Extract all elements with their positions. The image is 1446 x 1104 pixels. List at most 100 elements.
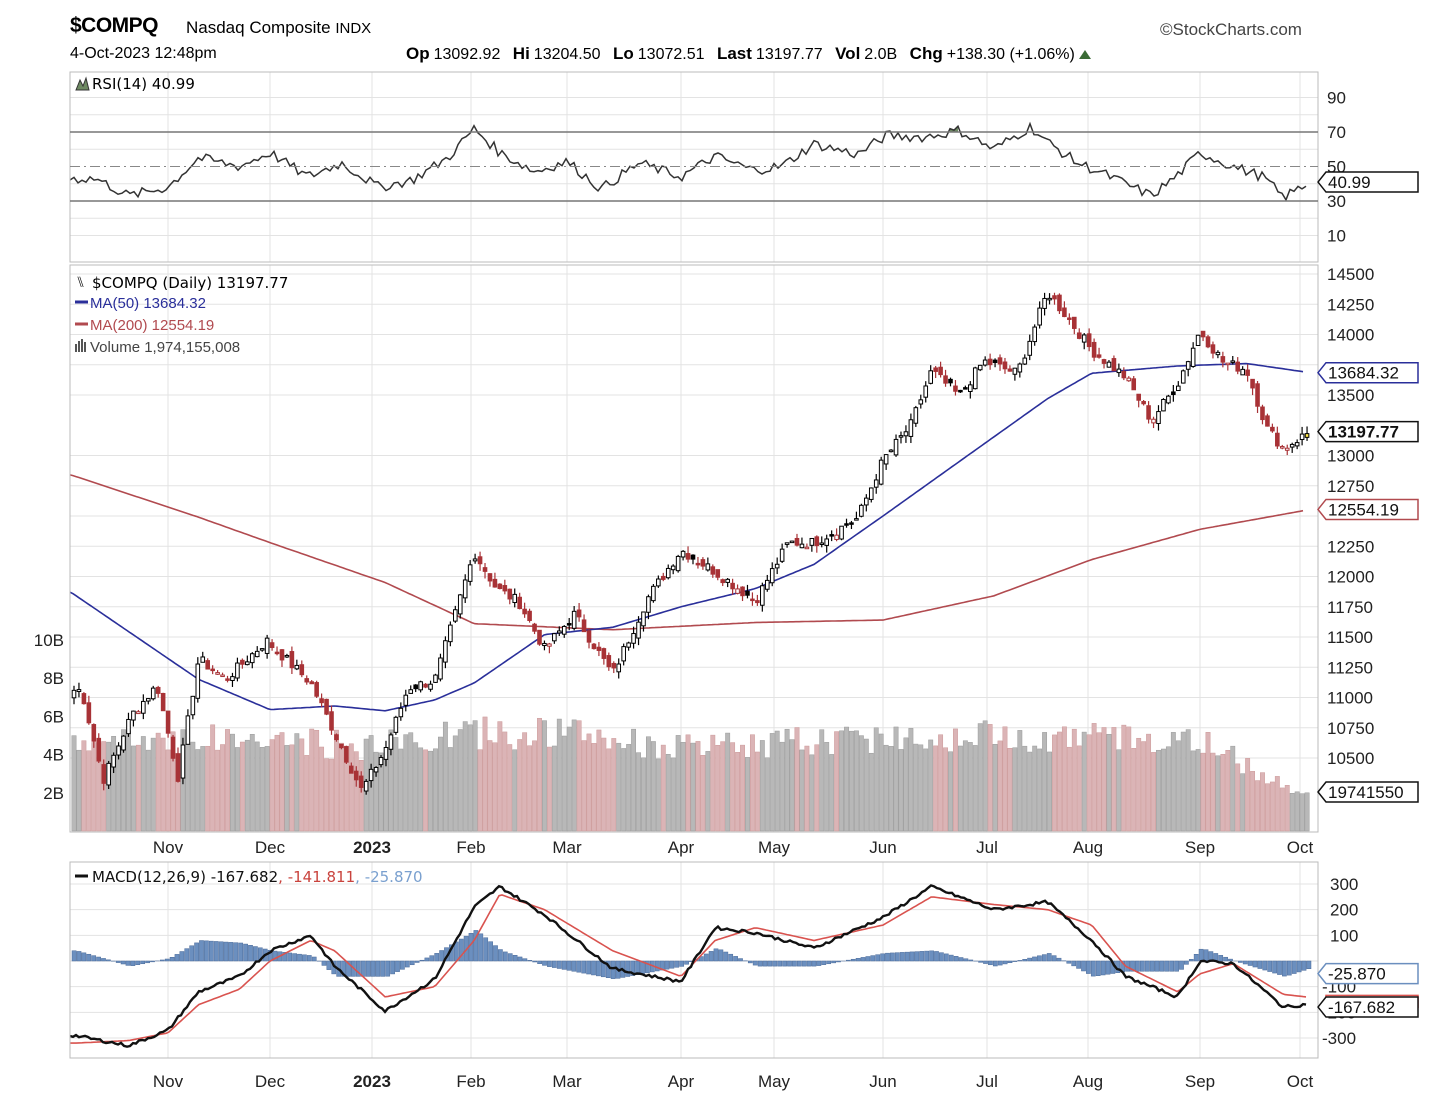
volume-bar <box>873 727 879 832</box>
candle-body <box>413 684 418 690</box>
change-label: Chg <box>909 44 943 63</box>
candle-body <box>1081 334 1087 343</box>
month-label: Oct <box>1287 838 1314 857</box>
macd-histogram-bar <box>414 960 420 963</box>
macd-histogram-bar <box>346 960 351 977</box>
volume-bar <box>566 726 572 832</box>
candle-body <box>497 583 503 590</box>
macd-histogram-bar <box>174 954 180 962</box>
macd-histogram-bar <box>605 960 611 978</box>
candle-body <box>393 716 399 733</box>
candle-body <box>1156 411 1161 425</box>
last-value: 13197.77 <box>755 46 823 63</box>
price-tick-label: 12250 <box>1327 537 1374 556</box>
volume-bar <box>314 729 320 832</box>
volume-bar <box>1255 780 1260 832</box>
volume-bar <box>130 745 136 832</box>
volume-bar <box>962 740 968 832</box>
volume-bar <box>1066 746 1072 832</box>
candle-body <box>700 559 706 567</box>
volume-bar <box>794 727 800 832</box>
candle-body <box>383 747 389 760</box>
volume-bar <box>1210 752 1216 832</box>
candlestick-icon: ⑊ <box>76 273 85 291</box>
macd-histogram-bar <box>321 960 327 966</box>
macd-histogram-bar <box>865 956 871 962</box>
macd-hist-value-tag-text: -25.870 <box>1328 965 1386 984</box>
candle-body <box>789 540 795 544</box>
price-value-tag-box <box>1317 420 1419 443</box>
volume-bar <box>1195 749 1201 832</box>
candle-body <box>269 642 275 648</box>
candle-body <box>438 657 443 680</box>
month-label: Nov <box>153 1072 184 1091</box>
volume-bar <box>953 728 958 832</box>
candle-body <box>631 633 636 644</box>
volume-bar <box>165 749 171 832</box>
month-label: May <box>758 838 791 857</box>
volume-bar <box>428 750 433 832</box>
macd-histogram-bar <box>939 952 944 962</box>
macd-histogram-bar <box>850 958 856 962</box>
candle-body <box>621 646 626 662</box>
macd-histogram-bar <box>566 960 572 971</box>
candle-body <box>1032 326 1037 343</box>
volume-bar <box>155 732 161 832</box>
price-tick-label: 12750 <box>1327 477 1374 496</box>
candle-body <box>710 566 716 575</box>
candle-body <box>185 715 191 745</box>
candle-body <box>428 683 433 690</box>
volume-bar <box>1027 751 1033 832</box>
candle-body <box>522 608 527 615</box>
candle-body <box>170 736 176 759</box>
volume-bar <box>883 744 889 832</box>
volume-bar <box>660 744 666 832</box>
candle-body <box>200 656 206 663</box>
volume-bar <box>487 740 493 832</box>
candle-body <box>779 548 785 562</box>
macd-histogram-bar <box>1164 960 1170 972</box>
macd-histogram-bar <box>1291 960 1297 974</box>
macd-histogram-bar <box>968 959 974 962</box>
candle-body <box>745 590 750 596</box>
macd-histogram-bar <box>806 960 812 967</box>
macd-histogram-bar <box>517 956 523 962</box>
candle-body <box>314 682 319 697</box>
candle-body <box>116 745 121 756</box>
macd-histogram-bar <box>370 960 376 977</box>
candle-body <box>1126 377 1132 382</box>
candle-body <box>492 578 498 588</box>
candle-body <box>695 562 701 566</box>
volume-bar <box>502 731 508 832</box>
candle-body <box>1146 405 1151 420</box>
candle-body <box>958 389 963 393</box>
price-tick-label: 10750 <box>1327 719 1374 738</box>
volume-bar <box>1245 758 1251 832</box>
volume-bar <box>452 735 458 832</box>
brand-link[interactable]: ©StockCharts.com <box>1160 20 1302 39</box>
macd-histogram-bar <box>302 954 307 962</box>
macd-histogram-bar <box>125 960 131 966</box>
candle-body <box>769 568 775 584</box>
macd-histogram-bar <box>355 960 361 977</box>
macd-histogram-bar <box>1056 957 1062 962</box>
volume-bar <box>1086 734 1092 832</box>
macd-histogram-bar <box>238 942 244 962</box>
volume-bar <box>809 754 815 832</box>
volume-bar <box>948 751 953 832</box>
volume-bar <box>908 728 914 832</box>
candle-body <box>987 358 993 366</box>
macd-histogram-bar <box>223 941 229 962</box>
grid-layer <box>70 72 1318 1058</box>
candle-body <box>908 419 914 437</box>
candle-body <box>735 588 740 594</box>
volume-bar <box>1265 783 1270 832</box>
macd-histogram-bar <box>1135 960 1140 972</box>
volume-label: Vol <box>835 44 861 63</box>
candle-body <box>576 609 582 618</box>
macd-histogram-bar <box>512 955 518 962</box>
volume-bar <box>1165 746 1171 832</box>
candles <box>71 292 1310 795</box>
candle-body <box>284 654 290 658</box>
candle-body <box>190 695 196 716</box>
